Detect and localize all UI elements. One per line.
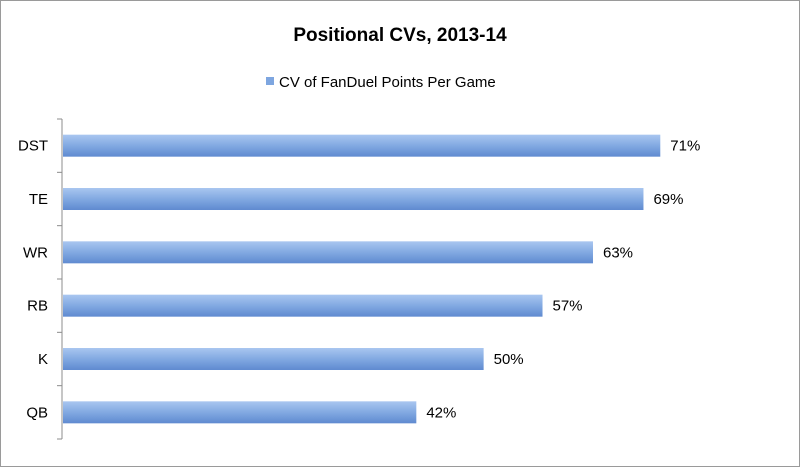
bar-wr: [63, 241, 593, 264]
bar-te: [63, 188, 644, 210]
category-label-k: K: [38, 351, 48, 368]
value-label-dst: 71%: [670, 138, 700, 155]
legend: CV of FanDuel Points Per Game: [266, 74, 496, 91]
category-label-te: TE: [29, 191, 48, 208]
value-label-qb: 42%: [426, 404, 456, 421]
bar-k: [63, 348, 484, 370]
category-label-rb: RB: [27, 298, 48, 315]
value-label-te: 69%: [653, 191, 683, 208]
category-label-dst: DST: [18, 138, 48, 155]
bar-qb: [63, 401, 417, 424]
value-label-k: 50%: [494, 351, 524, 368]
value-label-wr: 63%: [603, 244, 633, 261]
legend-label: CV of FanDuel Points Per Game: [279, 74, 496, 91]
value-label-rb: 57%: [553, 298, 583, 315]
category-label-wr: WR: [23, 244, 48, 261]
category-label-qb: QB: [26, 404, 48, 421]
chart-title: Positional CVs, 2013-14: [293, 25, 507, 46]
bar-dst: [63, 134, 661, 157]
legend-swatch: [266, 77, 274, 85]
bars: DST 71% TE 69% WR 63% RB 57% K 50% QB 42%: [18, 118, 700, 440]
bar-rb: [63, 294, 543, 317]
